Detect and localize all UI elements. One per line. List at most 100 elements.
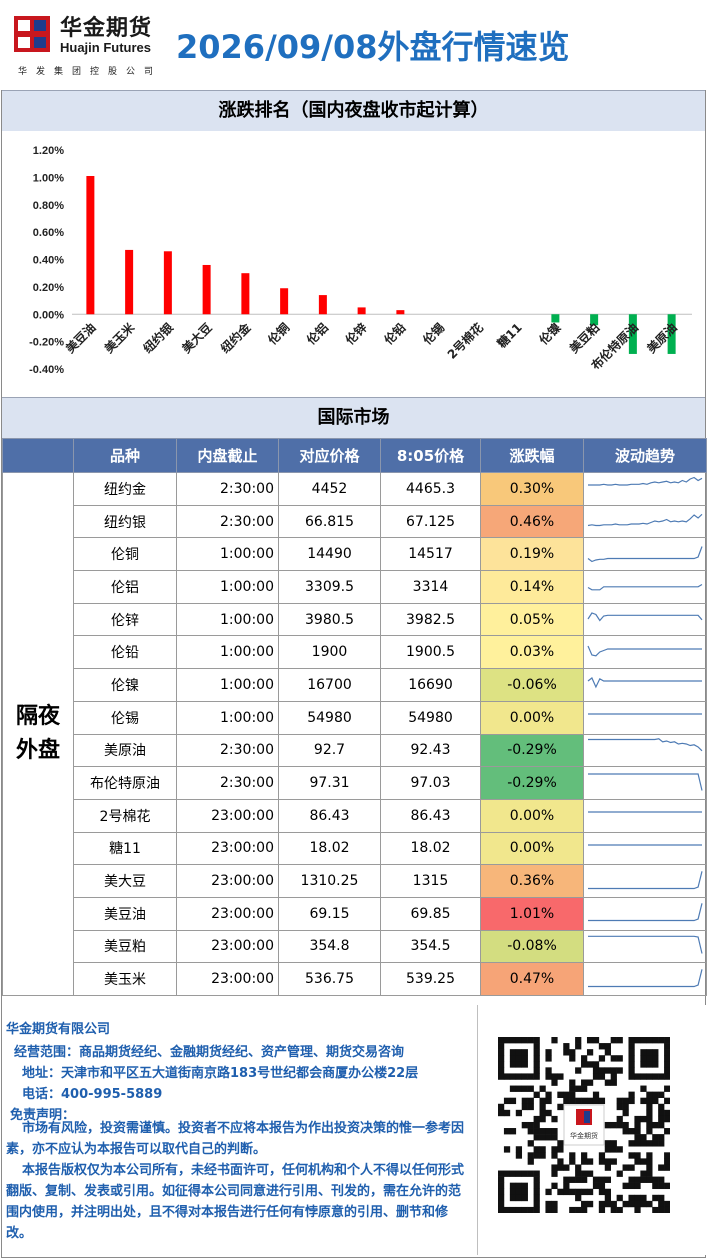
cell-ref-price: 66.815	[278, 504, 381, 539]
cell-now-price: 354.5	[380, 929, 481, 964]
y-tick-label: 1.00%	[33, 172, 64, 184]
bar-美豆粕	[590, 314, 599, 326]
table-row: 美原油 2:30:00 92.7 92.43 -0.29%	[3, 733, 707, 768]
intl-section-title: 国际市场	[2, 397, 705, 439]
cell-now-price: 3982.5	[380, 602, 481, 637]
disclaimer-risk: 市场有风险，投资需谨慎。投资者不应将本报告为作出投资决策的惟一参考因素，亦不应认…	[6, 1121, 465, 1157]
category-label: 2号棉花	[444, 320, 486, 362]
cell-now-price: 1315	[380, 864, 481, 898]
table-row: 糖11 23:00:00 18.02 18.02 0.00%	[3, 831, 707, 866]
table-row: 伦铅 1:00:00 1900 1900.5 0.03%	[3, 635, 707, 670]
cell-change: 0.30%	[480, 472, 584, 506]
cell-cutoff: 2:30:00	[176, 733, 279, 768]
page-title: 2026/09/08外盘行情速览	[176, 28, 570, 66]
cell-ref-price: 1900	[278, 635, 381, 670]
sparkline-path	[588, 935, 703, 954]
cell-ref-price: 4452	[278, 472, 381, 506]
cell-trend	[583, 929, 707, 964]
category-label: 伦铅	[381, 320, 409, 348]
cell-ref-price: 3309.5	[278, 570, 381, 604]
cell-now-price: 3314	[380, 570, 481, 604]
sparkline	[588, 772, 703, 791]
cell-now-price: 86.43	[380, 798, 481, 833]
cell-variety: 美豆粕	[73, 929, 177, 964]
cell-cutoff: 1:00:00	[176, 537, 279, 572]
sparkline	[587, 546, 703, 562]
cell-trend	[583, 668, 707, 702]
category-label: 美玉米	[101, 319, 138, 356]
cell-change: 0.19%	[480, 537, 584, 572]
bar-布伦特原油	[628, 314, 637, 354]
table-row: 伦锡 1:00:00 54980 54980 0.00%	[3, 700, 707, 735]
cell-change: 0.00%	[480, 831, 584, 866]
category-label: 糖11	[494, 320, 525, 351]
cell-trend	[583, 733, 707, 768]
category-label: 伦镍	[536, 320, 564, 348]
y-tick-label: -0.40%	[29, 364, 64, 376]
cell-variety: 糖11	[73, 831, 177, 866]
sparkline-path	[588, 870, 703, 889]
cell-trend	[583, 700, 707, 735]
header: 华金期货 Huajin Futures 华发集团控股公司 2026/09/08外…	[0, 0, 707, 90]
category-label: 美大豆	[179, 320, 215, 356]
sparkline-path	[588, 903, 703, 922]
category-label: 纽约金	[217, 319, 254, 356]
bar-伦镍	[551, 314, 560, 323]
cell-variety: 伦铅	[73, 635, 177, 670]
bar-纽约银	[163, 251, 172, 315]
company-name: 华金期货有限公司	[6, 1022, 111, 1037]
y-tick-label: 0.60%	[33, 227, 64, 239]
sparkline	[587, 612, 703, 622]
cell-cutoff: 2:30:00	[176, 472, 279, 506]
ranking-chart: 1.20% 1.00% 0.80% 0.60% 0.40% 0.20% 0.00% -0.20…	[2, 131, 705, 396]
sparkline-path	[588, 968, 703, 987]
sparkline	[588, 738, 703, 752]
cell-change: 1.01%	[480, 896, 584, 931]
header-now-price: 8:05价格	[380, 438, 481, 473]
cell-ref-price: 92.7	[278, 733, 381, 768]
sparkline-path	[587, 513, 703, 527]
cell-trend	[583, 504, 707, 539]
table-row: 布伦特原油 2:30:00 97.31 97.03 -0.29%	[3, 766, 707, 800]
cell-variety: 伦锡	[73, 700, 177, 735]
cell-trend	[583, 635, 707, 670]
sparkline-path	[587, 546, 703, 562]
cell-variety: 布伦特原油	[73, 766, 177, 800]
cell-ref-price: 3980.5	[278, 602, 381, 637]
cell-ref-price: 18.02	[278, 831, 381, 866]
cell-change: 0.14%	[480, 570, 584, 604]
cell-trend	[583, 962, 707, 996]
disclaimer-title: 免责声明：	[10, 1108, 76, 1123]
cell-change: 0.46%	[480, 504, 584, 539]
cell-now-price: 14517	[380, 537, 481, 572]
cell-cutoff: 1:00:00	[176, 668, 279, 702]
cell-trend	[583, 864, 707, 898]
cell-cutoff: 23:00:00	[176, 962, 279, 996]
table-row: 美豆油 23:00:00 69.15 69.85 1.01%	[3, 896, 707, 931]
y-tick-label: 0.40%	[33, 255, 64, 267]
sparkline-path	[588, 477, 703, 486]
cell-change: 0.00%	[480, 798, 584, 833]
sparkline-path	[587, 677, 702, 689]
cell-variety: 伦锌	[73, 602, 177, 637]
cell-cutoff: 23:00:00	[176, 896, 279, 931]
cell-change: -0.06%	[480, 668, 584, 702]
table-row: 伦锌 1:00:00 3980.5 3982.5 0.05%	[3, 602, 707, 637]
cell-ref-price: 54980	[278, 700, 381, 735]
cell-cutoff: 2:30:00	[176, 766, 279, 800]
company-phone: 电话：400-995-5889	[22, 1087, 163, 1102]
cell-change: 0.05%	[480, 602, 584, 637]
category-label: 伦铜	[265, 320, 293, 348]
table-row: 隔夜外盘 纽约金 2:30:00 4452 4465.3 0.30%	[2, 472, 707, 996]
business-scope: 经营范围：商品期货经纪、金融期货经纪、资产管理、期货交易咨询	[14, 1045, 405, 1060]
category-label: 纽约银	[140, 319, 177, 356]
sparkline	[588, 844, 702, 846]
y-tick-label: 0.80%	[33, 200, 64, 212]
cell-now-price: 92.43	[380, 733, 481, 768]
y-tick-label: 1.20%	[33, 145, 64, 157]
cell-change: 0.47%	[480, 962, 584, 996]
market-table: 品种 内盘截止 对应价格 8:05价格 涨跌幅 波动趋势 隔夜外盘 纽约金 2:30…	[2, 438, 707, 996]
cell-cutoff: 23:00:00	[176, 831, 279, 866]
cell-ref-price: 16700	[278, 668, 381, 702]
table-header-row: 品种 内盘截止 对应价格 8:05价格 涨跌幅 波动趋势	[2, 438, 707, 473]
